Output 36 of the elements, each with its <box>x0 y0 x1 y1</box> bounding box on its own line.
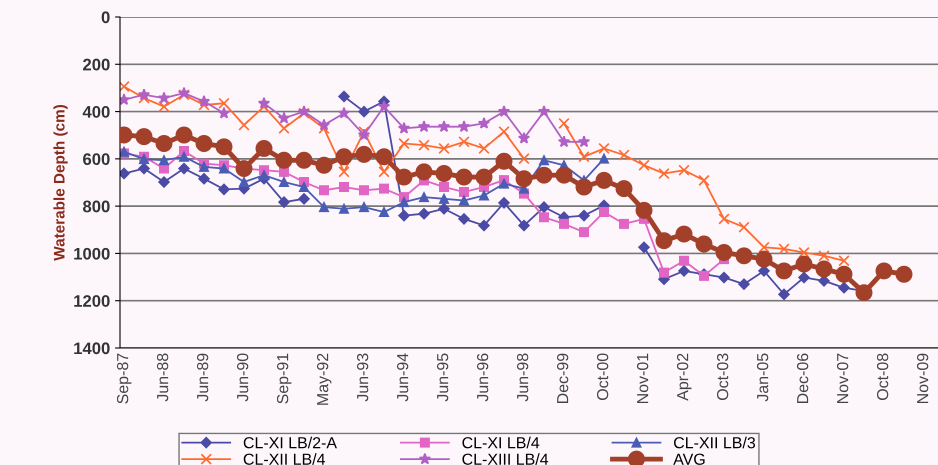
x-tick-label: Dec-06 <box>796 354 808 404</box>
x-tick-label: Apr-02 <box>676 354 692 401</box>
x-tick-label: Dec-99 <box>556 354 568 404</box>
y-tick-label: 600 <box>83 153 110 166</box>
y-tick-label: 0 <box>102 11 110 24</box>
x-tick-label: Jun-94 <box>396 353 408 402</box>
y-tick-label: 1400 <box>74 342 110 354</box>
legend-label: CL-XII LB/4 <box>244 453 326 465</box>
x-tick-label: Nov-07 <box>836 354 848 404</box>
x-tick-label: Jun-98 <box>516 354 528 402</box>
y-tick-label: 400 <box>82 106 110 118</box>
x-tick-label: Jun-89 <box>196 354 208 402</box>
y-tick-label: 1000 <box>74 248 110 260</box>
y-tick-label: 200 <box>83 58 110 70</box>
x-tick-label: Sep-87 <box>116 354 132 404</box>
x-tick-label: Jan-05 <box>756 354 768 402</box>
legend-label: AVG <box>673 454 705 465</box>
x-tick-label: Nov-09 <box>916 354 928 404</box>
legend-label: CL-XI LB/2-A <box>244 436 338 448</box>
legend-label: CL-XI LB/4 <box>462 436 540 448</box>
x-tick-label: Sep-91 <box>276 354 292 404</box>
y-tick-label: 800 <box>83 200 110 212</box>
legend-label: CL-XIII LB/4 <box>462 453 548 465</box>
x-tick-label: Jun-90 <box>236 353 248 402</box>
x-tick-label: Oct-03 <box>716 354 728 400</box>
x-tick-label: Oct-00 <box>596 353 608 400</box>
x-tick-label: Jun-88 <box>156 354 168 402</box>
x-tick-label: Nov-01 <box>636 354 648 404</box>
y-tick-label: 1200 <box>74 295 110 307</box>
x-tick-label: Jun-93 <box>356 354 368 402</box>
x-tick-label: Oct-08 <box>876 354 888 400</box>
x-tick-label: May-92 <box>316 354 332 405</box>
x-tick-label: Jun-95 <box>436 354 448 402</box>
y-axis-title: Waterable Depth (cm) <box>53 105 68 261</box>
x-tick-label: Jun-96 <box>476 354 488 402</box>
legend-label: CL-XII LB/3 <box>674 436 756 448</box>
